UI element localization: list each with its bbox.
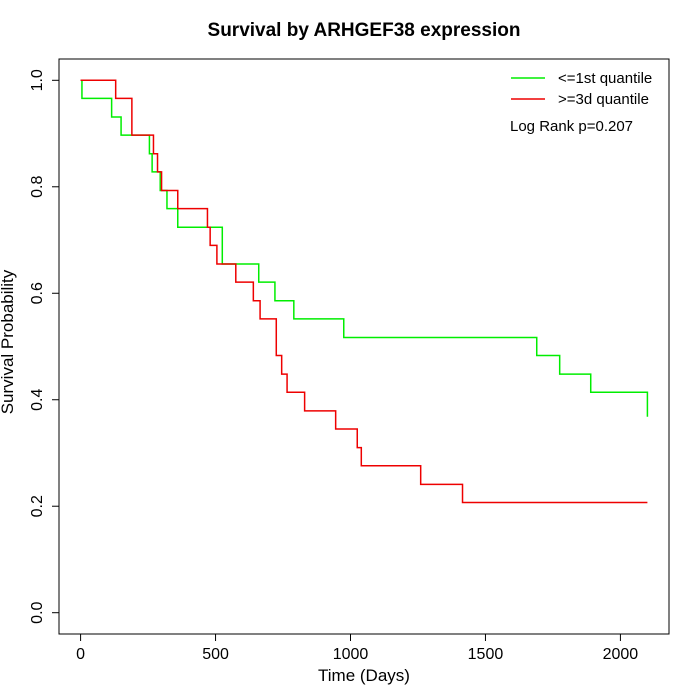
series-layer	[80, 79, 649, 504]
y-axis-label: Survival Probability	[0, 269, 17, 414]
x-tick-label: 2000	[603, 646, 639, 663]
y-tick-label: 0.2	[29, 495, 46, 517]
x-tick-label: 500	[202, 646, 229, 663]
x-axis: 0 500 1000 1500 2000	[76, 633, 639, 663]
series-line-low-quantile	[80, 79, 649, 417]
y-axis: 0.0 0.2 0.4 0.6 0.8 1.0	[29, 69, 60, 624]
y-tick-label: 0.6	[29, 282, 46, 304]
x-tick-label: 1500	[468, 646, 504, 663]
series-line-high-quantile	[80, 79, 648, 504]
legend-label-low: <=1st quantile	[558, 70, 652, 87]
legend-label-high: >=3d quantile	[558, 91, 649, 108]
y-tick-label: 0.4	[29, 389, 46, 411]
log-rank-annotation: Log Rank p=0.207	[510, 118, 633, 135]
chart-title: Survival by ARHGEF38 expression	[208, 20, 521, 41]
y-tick-label: 0.0	[29, 601, 46, 623]
plot-frame	[58, 58, 670, 635]
x-axis-label: Time (Days)	[318, 666, 410, 685]
legend: <=1st quantile >=3d quantile	[511, 70, 652, 108]
x-tick-label: 0	[76, 646, 85, 663]
y-tick-label: 0.8	[29, 176, 46, 198]
x-tick-label: 1000	[333, 646, 369, 663]
y-tick-label: 1.0	[29, 69, 46, 91]
